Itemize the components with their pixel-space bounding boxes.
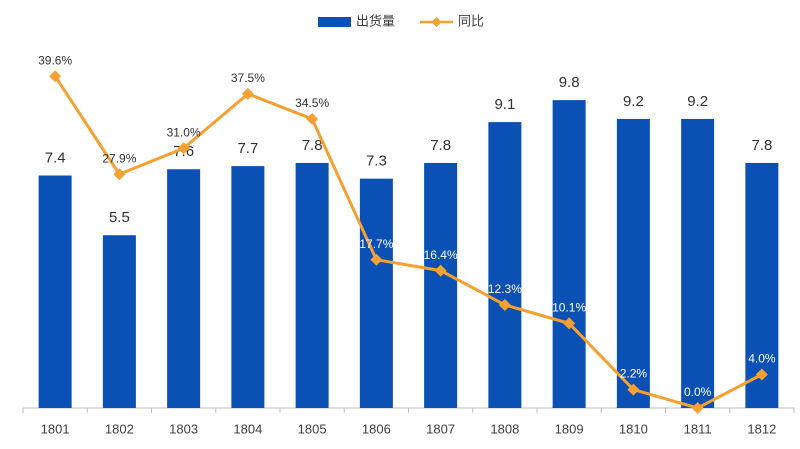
bar-value-label: 7.3 (366, 153, 387, 170)
bar-value-label: 7.7 (237, 140, 258, 157)
x-tick-label: 1806 (362, 421, 391, 436)
x-tick-label: 1802 (105, 421, 134, 436)
line-marker (498, 298, 511, 311)
line-marker (113, 168, 126, 181)
bar (102, 235, 136, 408)
x-tick-label: 1810 (619, 421, 648, 436)
line-value-label: 2.2% (620, 367, 648, 381)
bar-value-label: 9.2 (623, 93, 644, 110)
line-value-label: 12.3% (488, 282, 522, 296)
bar (38, 175, 72, 408)
x-tick-label: 1812 (747, 421, 776, 436)
line-value-label: 0.0% (684, 385, 712, 399)
line-marker (563, 317, 576, 330)
bar (424, 162, 458, 408)
legend-swatch (318, 17, 351, 27)
line-marker (755, 368, 768, 381)
line-marker (177, 142, 190, 155)
bar (295, 162, 329, 408)
x-tick-label: 1807 (426, 421, 455, 436)
x-tick-label: 1804 (233, 421, 262, 436)
x-tick-label: 1809 (555, 421, 584, 436)
bar (231, 166, 265, 408)
bar (167, 169, 201, 408)
x-tick-label: 1803 (169, 421, 198, 436)
line-value-label: 4.0% (748, 352, 776, 366)
line-value-label: 39.6% (38, 53, 72, 67)
line-value-label: 17.7% (359, 237, 393, 251)
line-marker (370, 253, 383, 266)
bar-value-label: 7.8 (430, 137, 451, 154)
line-value-label: 37.5% (231, 71, 265, 85)
x-tick-label: 1811 (684, 421, 712, 436)
bar-value-label: 9.8 (559, 74, 580, 91)
x-tick-label: 1808 (490, 421, 519, 436)
legend-label: 同比 (458, 13, 484, 28)
bar (552, 100, 586, 408)
bar (488, 122, 522, 408)
line-value-label: 10.1% (552, 301, 586, 315)
bar-value-label: 9.2 (687, 93, 708, 110)
line-marker (306, 112, 319, 125)
bar (681, 118, 715, 408)
bar-value-label: 7.8 (751, 137, 772, 154)
bar-value-label: 9.1 (494, 96, 515, 113)
bar-value-label: 5.5 (109, 209, 130, 226)
bar (745, 162, 779, 408)
line-marker (241, 87, 254, 100)
legend-swatch (431, 17, 442, 27)
bar-value-label: 7.8 (302, 137, 323, 154)
bar-value-label: 7.4 (45, 149, 66, 166)
line-value-label: 27.9% (102, 151, 136, 165)
bar (359, 178, 393, 408)
x-tick-label: 1801 (41, 421, 70, 436)
line-marker (434, 264, 447, 277)
line-value-label: 34.5% (295, 96, 329, 110)
line-marker (627, 383, 640, 396)
line (53, 75, 763, 410)
bar (616, 118, 650, 408)
line-value-label: 31.0% (167, 125, 201, 139)
line-value-label: 16.4% (424, 248, 458, 262)
line-marker (49, 70, 62, 83)
line-marker (691, 402, 704, 414)
legend-label: 出货量 (356, 13, 395, 28)
x-tick-label: 1805 (298, 421, 327, 436)
